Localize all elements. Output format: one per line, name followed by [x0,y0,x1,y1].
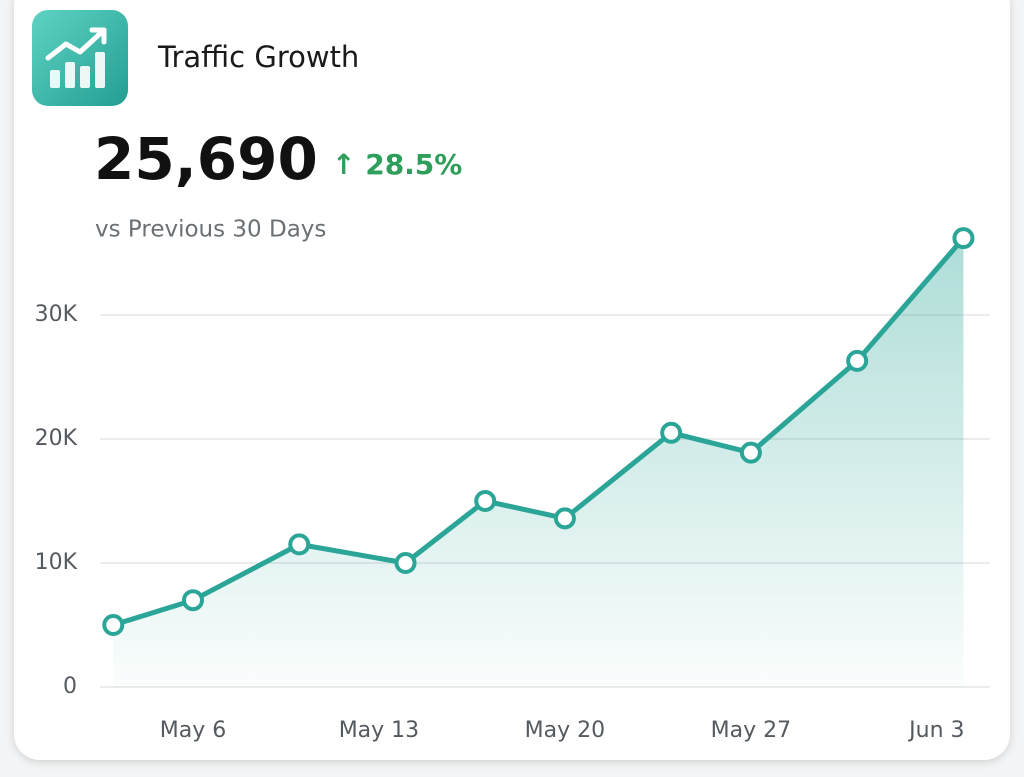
change-badge: ↑ 28.5% [332,148,462,181]
x-tick-label: May 6 [160,718,226,743]
chart-title: Traffic Growth [157,40,359,74]
line [110,235,966,628]
point [739,441,762,464]
y-tick-label: 30K [35,302,78,327]
point [553,507,576,530]
app-icon [32,10,128,106]
x-tick-label: May 20 [525,718,605,743]
x-tick-label: May 27 [711,718,791,743]
x-tick-label: Jun 3 [907,718,964,743]
x-tick-label: May 13 [339,718,419,743]
subtitle: vs Previous 30 Days [95,217,326,243]
point [660,421,683,444]
point [394,552,417,574]
y-tick-label: 10K [35,550,78,575]
point [288,533,311,556]
y-tick-label: 20K [35,426,78,451]
point [952,227,975,250]
point [102,614,125,636]
headline-value: 25,690 [94,125,318,193]
point [474,490,497,512]
point [181,589,204,612]
point [846,349,869,372]
area [113,238,964,687]
y-tick-label: 0 [63,674,77,699]
